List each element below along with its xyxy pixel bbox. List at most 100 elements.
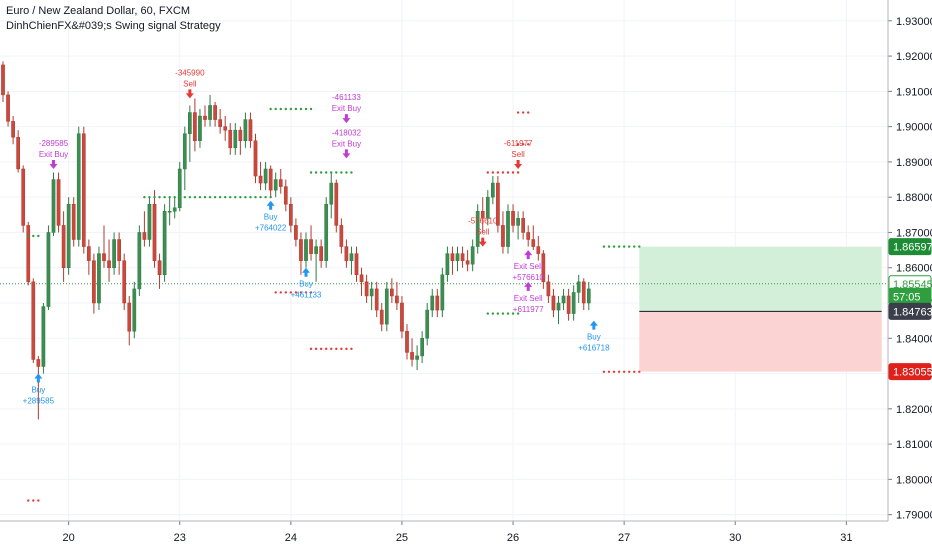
y-tick-label: 1.81000: [896, 439, 932, 451]
green-level-dot: [299, 107, 303, 111]
candle-body: [208, 105, 212, 120]
candle-body: [405, 330, 409, 353]
red-level-dot: [309, 347, 313, 351]
candle-body: [329, 182, 334, 205]
candle-body: [218, 119, 223, 127]
candle-body: [460, 253, 465, 261]
candle-body: [289, 203, 293, 226]
arrow-down-icon: [49, 159, 58, 169]
candle-body: [21, 168, 26, 226]
y-tick-label: 1.93000: [896, 16, 932, 28]
green-level-dot: [491, 312, 495, 315]
take-profit-zone: [639, 246, 882, 312]
candle-body: [480, 211, 485, 219]
candle-body: [501, 225, 505, 247]
candle-body: [571, 292, 576, 314]
sell-signal: -576610 Sell: [468, 217, 498, 247]
candle-body: [374, 288, 379, 311]
green-level-dot: [173, 195, 176, 199]
price-axis[interactable]: 1.93000 1.92000 1.91000 1.90000 1.89000 1.880…: [887, 0, 932, 522]
arrow-down-icon: [342, 149, 351, 159]
candle-body: [248, 119, 253, 141]
candle-body: [213, 105, 217, 120]
exit-signal: Exit Sell +611977: [513, 281, 544, 314]
candle-body: [6, 94, 10, 122]
green-level-dot: [188, 195, 192, 199]
green-level-dot: [304, 107, 308, 111]
candle-body: [268, 168, 273, 191]
candle-body: [516, 218, 520, 226]
price-label-text: 1.83055: [893, 367, 932, 379]
signal-label: Exit Sell: [514, 294, 543, 303]
candle-body: [566, 295, 571, 314]
signal-label: Sell: [511, 150, 525, 159]
candle-body: [238, 129, 243, 141]
chart-legend[interactable]: Euro / New Zealand Dollar, 60, FXCM Dinh…: [6, 4, 221, 34]
candle-body: [556, 302, 561, 311]
candle-body: [243, 119, 248, 141]
red-level-dot: [340, 347, 343, 351]
candle-body: [546, 281, 551, 297]
candle-body: [117, 239, 122, 261]
price-label-text: 1.84763: [893, 306, 932, 318]
y-tick-label: 1.86000: [896, 263, 932, 275]
green-level-dot: [158, 195, 161, 199]
candle-body: [511, 211, 515, 226]
red-level-dot: [32, 499, 35, 502]
candle-body: [304, 239, 308, 261]
candle-body: [470, 246, 475, 265]
candle-body: [273, 179, 278, 191]
price-label-text: 1.85545: [893, 279, 932, 291]
y-tick-label: 1.89000: [896, 157, 932, 169]
candle-body: [198, 115, 202, 141]
green-level-dot: [319, 171, 323, 174]
green-level-dot: [506, 312, 510, 315]
arrow-down-icon: [342, 114, 351, 124]
candle-body: [576, 281, 581, 293]
candle-body: [81, 133, 86, 247]
candle-body: [299, 239, 303, 261]
green-level-dot: [229, 195, 232, 199]
signal-label: -418032: [332, 128, 362, 137]
red-level-dot: [612, 370, 616, 373]
candle-body: [132, 288, 137, 332]
candle-body: [11, 121, 15, 138]
candle-body: [496, 182, 500, 226]
candle-body: [395, 295, 399, 304]
candle-body: [294, 225, 298, 240]
green-level-dot: [486, 312, 489, 315]
x-tick-label: 25: [396, 532, 408, 544]
candle-body: [278, 179, 283, 187]
signal-label: -289585: [39, 139, 69, 148]
green-level-dot: [501, 312, 505, 315]
green-level-dot: [163, 195, 166, 199]
red-level-dot: [284, 291, 287, 294]
y-tick-label: 1.91000: [896, 86, 932, 98]
red-level-dot: [516, 171, 520, 174]
red-level-dot: [633, 370, 636, 373]
green-level-dot: [294, 107, 298, 111]
green-level-dot: [264, 195, 267, 199]
candle-body: [147, 203, 152, 240]
candle-body: [258, 175, 263, 184]
candle-body: [51, 179, 56, 233]
red-level-dot: [289, 291, 293, 294]
price-label: 1.85545: [888, 275, 932, 293]
signal-label: Sell: [183, 79, 197, 88]
candle-body: [551, 295, 556, 311]
green-level-dot: [198, 195, 202, 199]
green-level-dot: [254, 195, 257, 199]
candle-body: [400, 302, 404, 332]
candle-body: [172, 207, 177, 212]
stop-loss-zone: [639, 311, 882, 372]
red-level-dot: [607, 370, 611, 373]
symbol-title[interactable]: Euro / New Zealand Dollar, 60, FXCM: [6, 5, 191, 17]
candle-body: [314, 246, 318, 254]
green-level-dot: [345, 171, 348, 174]
candle-body: [26, 225, 31, 283]
green-level-dot: [168, 195, 171, 199]
time-axis[interactable]: 20 23 24 25 26 27 30 31: [0, 520, 888, 544]
strategy-title[interactable]: DinhChienFX&#039;s Swing signal Strategy: [6, 20, 221, 32]
